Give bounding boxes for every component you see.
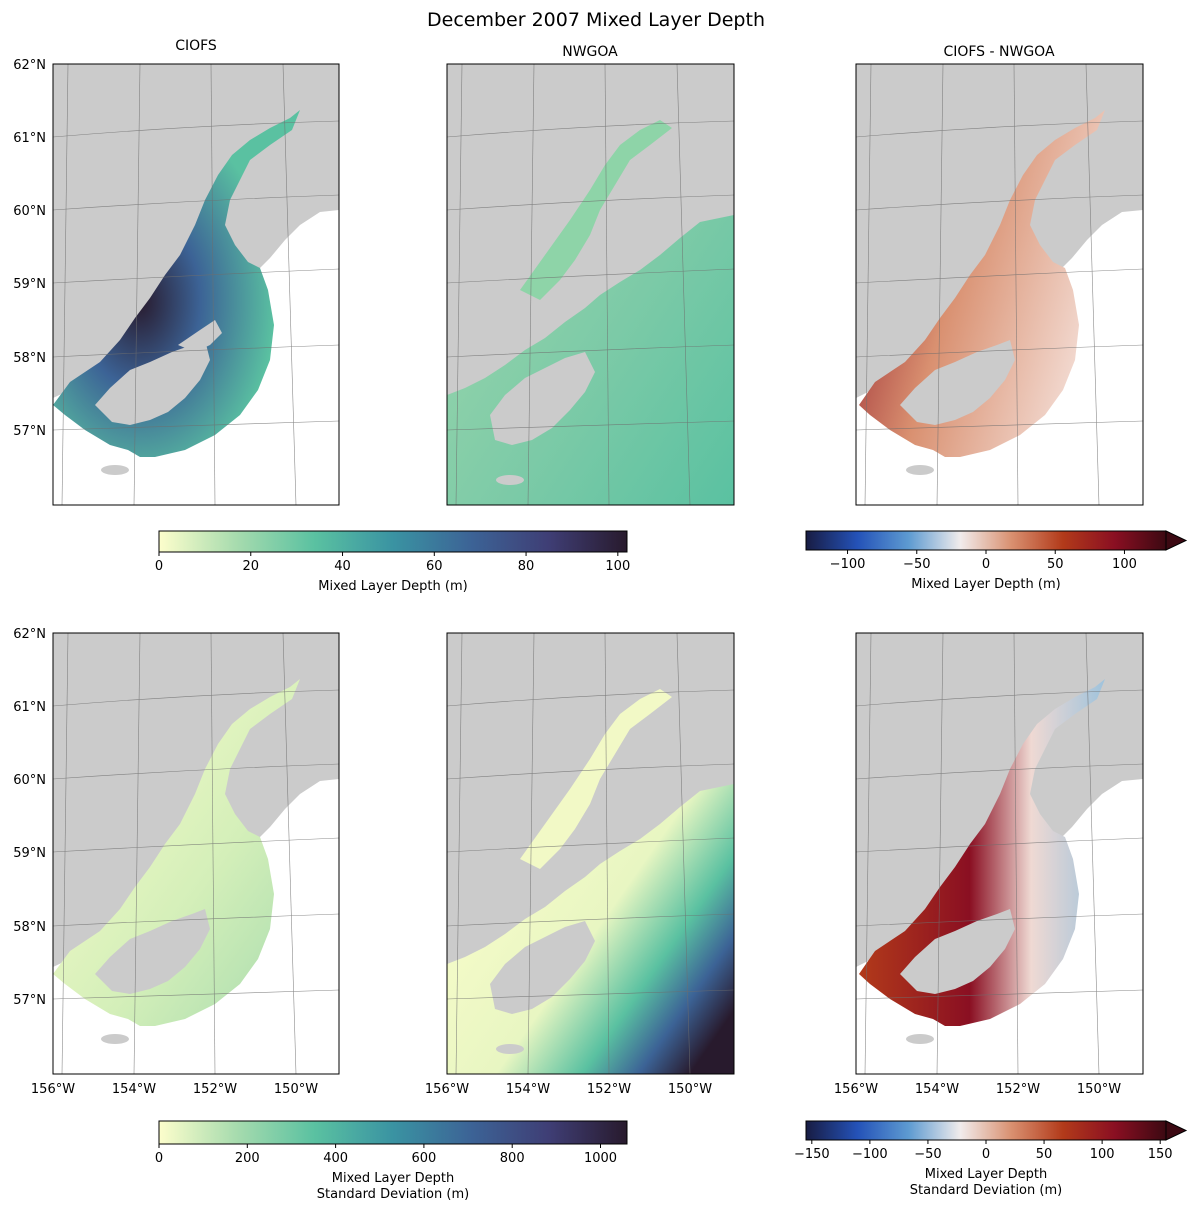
column-title-nwgoa: NWGOA [562, 44, 618, 60]
colorbar-mld-std-difference: −150 −100 −50 0 50 100 150 Mixed Layer DepthSta… [794, 1120, 1188, 1198]
colorbar-tick-label: 800 [500, 1151, 525, 1166]
lat-tick-label: 60°N [13, 773, 46, 788]
lat-tick-label: 59°N [13, 277, 46, 292]
model-domain [859, 679, 1105, 1026]
model-domain [859, 110, 1105, 457]
colorbar-tick-label: 50 [1036, 1147, 1053, 1162]
lat-tick-label: 57°N [13, 993, 46, 1008]
trinity-islands [906, 465, 934, 475]
lat-tick-label: 61°N [13, 700, 46, 715]
lat-tick-label: 57°N [13, 424, 46, 439]
colorbar-tick-label: 0 [155, 1151, 163, 1166]
map-panel-bottom-right [855, 632, 1144, 1075]
colorbar-gradient [158, 530, 628, 553]
colorbar-tick-label: 600 [411, 1151, 436, 1166]
lat-tick-label: 58°N [13, 920, 46, 935]
colorbar-tick-label: 60 [426, 559, 443, 574]
kodiak-island [490, 352, 595, 445]
colorbar-tick-label: 1000 [584, 1151, 617, 1166]
lon-tick-label: 152°W [996, 1082, 1040, 1097]
map-panel-top-left [52, 63, 340, 506]
lon-tick-label: 156°W [31, 1082, 75, 1097]
kodiak-island [900, 909, 1015, 994]
colorbar-tick-label: 50 [1047, 557, 1064, 572]
colorbar-gradient [805, 1120, 1167, 1141]
colorbar-tick-label: 20 [242, 559, 259, 574]
colorbar-mld-std: 0 200 400 600 800 1000 Mixed Layer DepthStanda… [155, 1120, 628, 1202]
trinity-islands [101, 465, 129, 475]
colorbar-mld-difference: −100 −50 0 50 100 Mixed Layer Depth (m) [805, 530, 1188, 592]
lon-tick-label: 154°W [112, 1082, 156, 1097]
lon-tick-label: 152°W [587, 1082, 631, 1097]
colorbar-tick-label: 100 [1090, 1147, 1115, 1162]
latitude-labels-bottom: 62°N 61°N 60°N 59°N 58°N 57°N [13, 627, 46, 1008]
colorbar-label: Standard Deviation (m) [317, 1187, 469, 1202]
colorbar-tick-label: −100 [830, 557, 866, 572]
colorbar-tick-label: −50 [903, 557, 930, 572]
trinity-islands [496, 1044, 524, 1054]
colorbar-label: Mixed Layer Depth [332, 1171, 454, 1186]
kodiak-island [95, 340, 210, 425]
trinity-islands [496, 475, 524, 485]
colorbar-tick-label: 0 [982, 557, 990, 572]
model-domain [53, 110, 300, 457]
kodiak-island [95, 909, 210, 994]
lat-tick-label: 58°N [13, 351, 46, 366]
colorbar-extend-arrow [1165, 530, 1188, 551]
lon-tick-label: 150°W [274, 1082, 318, 1097]
colorbar-tick-label: 200 [235, 1151, 260, 1166]
colorbar-gradient [805, 530, 1167, 551]
colorbar-label: Mixed Layer Depth (m) [911, 577, 1060, 592]
colorbar-tick-label: 150 [1148, 1147, 1173, 1162]
lon-tick-label: 156°W [834, 1082, 878, 1097]
latitude-labels-top: 62°N 61°N 60°N 59°N 58°N 57°N [13, 58, 46, 439]
map-panel-bottom-center [446, 632, 735, 1075]
lon-tick-label: 156°W [425, 1082, 469, 1097]
colorbar-tick-label: 100 [605, 559, 630, 574]
colorbar-label: Mixed Layer Depth [925, 1167, 1047, 1182]
map-panel-top-right [855, 63, 1144, 506]
lon-tick-label: 154°W [506, 1082, 550, 1097]
lat-tick-label: 62°N [13, 58, 46, 73]
colorbar-tick-label: 80 [518, 559, 535, 574]
colorbar-tick-label: −150 [794, 1147, 830, 1162]
trinity-islands [101, 1034, 129, 1044]
lon-tick-label: 150°W [1077, 1082, 1121, 1097]
colorbar-label: Mixed Layer Depth (m) [318, 579, 467, 594]
colorbar-tick-label: 100 [1112, 557, 1137, 572]
map-panel-top-center [446, 63, 735, 506]
longitude-labels-center: 156°W 154°W 152°W 150°W [425, 1082, 712, 1097]
colorbar-label: Standard Deviation (m) [910, 1183, 1062, 1198]
lat-tick-label: 60°N [13, 204, 46, 219]
column-title-ciofs: CIOFS [175, 38, 217, 54]
colorbar-tick-label: 400 [323, 1151, 348, 1166]
colorbar-tick-label: −100 [852, 1147, 888, 1162]
lon-tick-label: 150°W [668, 1082, 712, 1097]
colorbar-tick-label: 0 [155, 559, 163, 574]
column-title-difference: CIOFS - NWGOA [943, 44, 1055, 60]
lat-tick-label: 61°N [13, 131, 46, 146]
trinity-islands [906, 1034, 934, 1044]
cook-inlet-water [520, 120, 672, 300]
colorbar-gradient [158, 1120, 628, 1145]
cook-inlet-water [520, 689, 672, 869]
longitude-labels-left: 156°W 154°W 152°W 150°W [31, 1082, 318, 1097]
colorbar-tick-label: −50 [914, 1147, 941, 1162]
figure-title: December 2007 Mixed Layer Depth [427, 9, 765, 31]
longitude-labels-right: 156°W 154°W 152°W 150°W [834, 1082, 1121, 1097]
colorbar-tick-label: 0 [982, 1147, 990, 1162]
lon-tick-label: 152°W [193, 1082, 237, 1097]
kodiak-island [900, 340, 1015, 425]
colorbar-mld: 0 20 40 60 80 100 Mixed Layer Depth (m) [155, 530, 630, 594]
kodiak-island [490, 921, 595, 1014]
lon-tick-label: 154°W [915, 1082, 959, 1097]
lat-tick-label: 62°N [13, 627, 46, 642]
lat-tick-label: 59°N [13, 846, 46, 861]
model-domain [53, 679, 300, 1026]
colorbar-tick-label: 40 [334, 559, 351, 574]
colorbar-extend-arrow [1165, 1120, 1188, 1141]
afognak-island [178, 320, 222, 352]
map-panel-bottom-left [52, 632, 340, 1075]
